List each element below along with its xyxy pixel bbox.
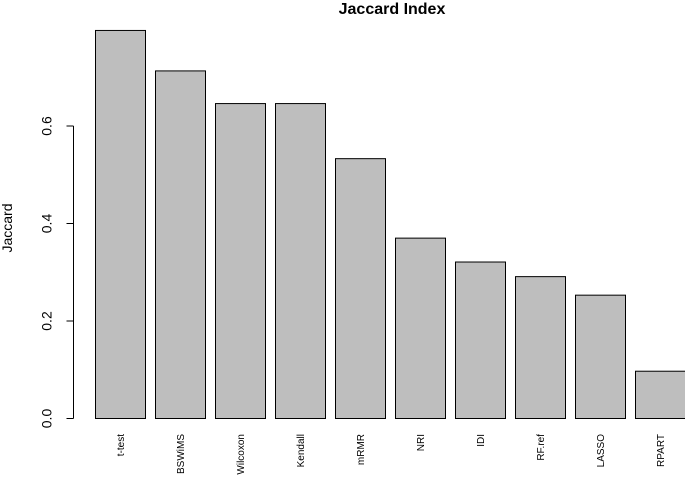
- x-tick-label-idi: IDI: [476, 434, 487, 447]
- bar-lasso: [575, 294, 626, 420]
- bar-rpart: [635, 370, 685, 419]
- bar-nri: [395, 237, 446, 419]
- x-tick-label-bswims: BSWiMS: [176, 434, 187, 474]
- x-tick-label-mrmr: mRMR: [356, 434, 367, 465]
- x-tick-label-rf-ref: RF.ref: [536, 434, 547, 461]
- y-tick-label: 0.0: [39, 409, 55, 429]
- chart-title: Jaccard Index: [339, 1, 446, 18]
- bar-kendall: [275, 103, 326, 419]
- bars-group: [95, 29, 685, 420]
- x-tick-label-t-test: t-test: [116, 434, 127, 456]
- y-tick-label: 0.6: [39, 116, 55, 136]
- bar-rf-ref: [515, 276, 566, 420]
- x-tick-labels: t-test BSWiMS Wilcoxon Kendall mRMR NRI IDI RF.…: [116, 434, 667, 475]
- y-tick-label: 0.4: [39, 214, 55, 234]
- bar-bswims: [155, 70, 206, 419]
- bar-idi: [455, 261, 506, 420]
- bar-t-test: [95, 29, 146, 419]
- y-axis: 0.0 0.2 0.4 0.6: [39, 116, 74, 428]
- x-tick-label-rpart: RPART: [656, 434, 667, 467]
- y-axis-label: Jaccard: [0, 203, 15, 252]
- x-tick-label-wilcoxon: Wilcoxon: [236, 434, 247, 475]
- y-tick-label: 0.2: [39, 311, 55, 331]
- x-tick-label-kendall: Kendall: [296, 434, 307, 467]
- bar-wilcoxon: [215, 103, 266, 419]
- bar-mrmr: [335, 158, 386, 419]
- x-tick-label-lasso: LASSO: [596, 434, 607, 468]
- x-tick-label-nri: NRI: [416, 434, 427, 451]
